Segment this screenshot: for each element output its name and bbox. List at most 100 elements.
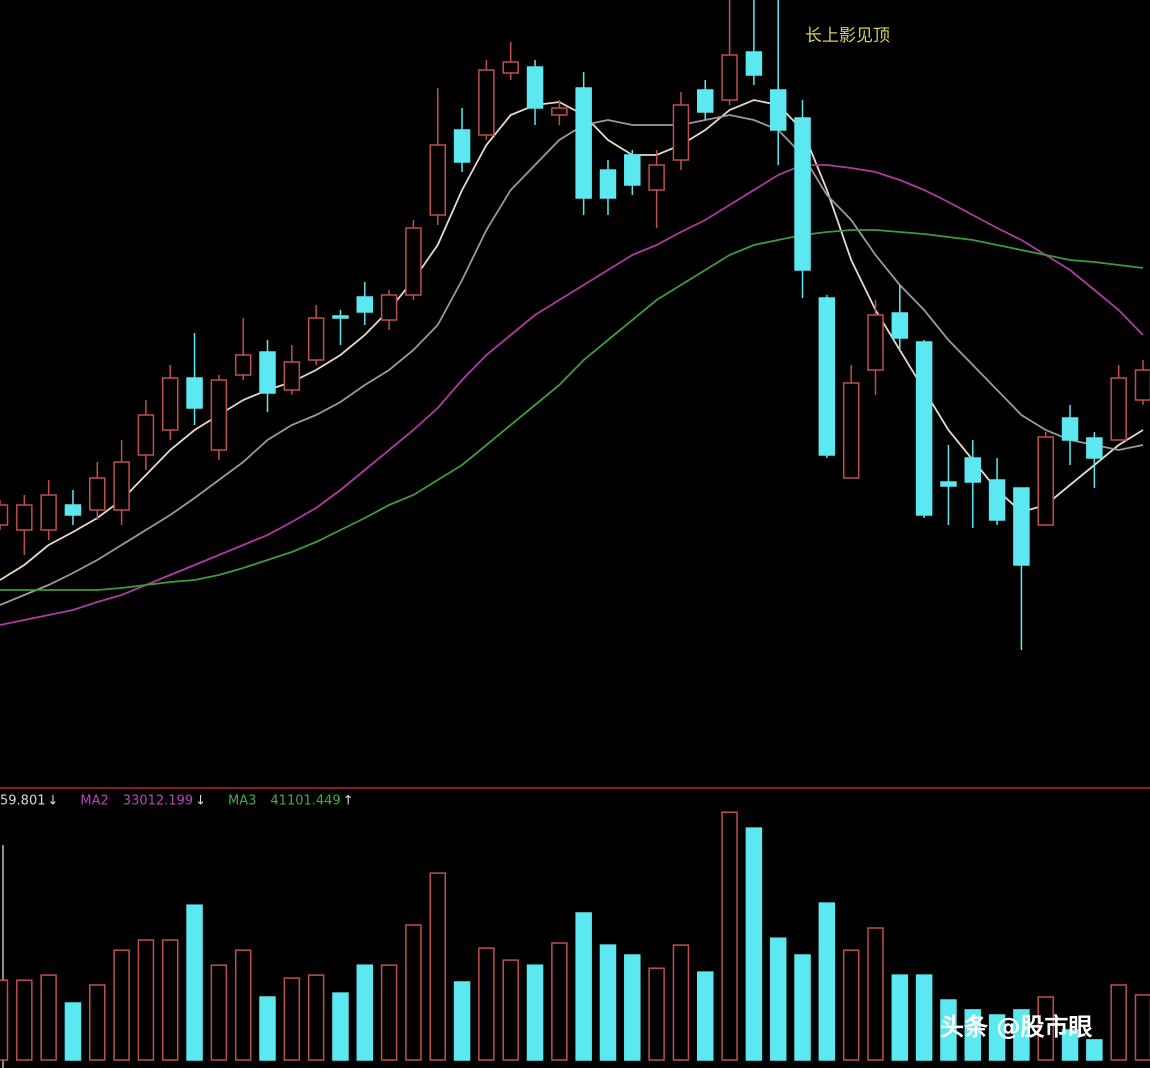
legend-value: 33012.199 bbox=[123, 794, 193, 809]
candle bbox=[964, 440, 982, 528]
volume-bar bbox=[89, 984, 106, 1061]
legend-arrow: ↓ bbox=[195, 794, 206, 809]
candle bbox=[307, 305, 325, 365]
volume-bar bbox=[210, 964, 228, 1061]
candle-body bbox=[332, 315, 349, 319]
candle bbox=[988, 458, 1006, 525]
candle-body bbox=[745, 51, 763, 76]
volume-bar bbox=[648, 967, 665, 1061]
volume-bar bbox=[0, 979, 9, 1061]
ma-line bbox=[0, 229, 1144, 591]
volume-bar bbox=[891, 974, 909, 1061]
candle-body bbox=[356, 296, 374, 313]
candle bbox=[624, 150, 641, 195]
candle bbox=[818, 295, 836, 458]
candle bbox=[599, 160, 617, 215]
candle-body bbox=[1013, 487, 1030, 566]
candle bbox=[575, 72, 592, 215]
candle bbox=[186, 333, 203, 425]
candle bbox=[16, 495, 33, 555]
candle-body bbox=[1134, 369, 1150, 401]
candle-body bbox=[210, 379, 228, 451]
candle bbox=[891, 285, 909, 350]
candle bbox=[453, 108, 471, 172]
candle bbox=[526, 60, 544, 125]
candle-body bbox=[769, 89, 787, 131]
candle bbox=[113, 440, 130, 525]
volume-bar bbox=[356, 964, 374, 1061]
volume-bar bbox=[624, 954, 641, 1061]
volume-bar bbox=[1110, 984, 1127, 1061]
candle-body bbox=[1037, 436, 1054, 526]
candle bbox=[1037, 432, 1054, 526]
candle bbox=[89, 462, 106, 520]
candle-body bbox=[405, 227, 422, 296]
volume-bar bbox=[697, 971, 714, 1061]
volume-bar bbox=[551, 942, 568, 1061]
ma-line bbox=[0, 99, 1144, 581]
candle-body bbox=[964, 457, 982, 483]
candle-body bbox=[721, 54, 738, 101]
candle-body bbox=[599, 169, 617, 199]
volume-bar bbox=[526, 964, 544, 1061]
legend-label: MA3 bbox=[228, 794, 256, 809]
candle bbox=[137, 400, 155, 470]
volume-bar bbox=[405, 924, 422, 1061]
candle bbox=[697, 80, 714, 120]
candle bbox=[40, 480, 57, 540]
candle bbox=[380, 290, 398, 330]
candle bbox=[1134, 360, 1150, 405]
candle bbox=[161, 365, 179, 440]
volume-bar bbox=[429, 872, 446, 1061]
volume-bar bbox=[502, 959, 519, 1061]
ma-line bbox=[0, 114, 1144, 606]
candle-body bbox=[818, 297, 836, 456]
candle-body bbox=[988, 479, 1006, 521]
candle-body bbox=[161, 377, 179, 431]
candle-body bbox=[16, 504, 33, 531]
watermark: 头条 @股市眼 bbox=[940, 1013, 1092, 1041]
candle-body bbox=[137, 414, 155, 456]
candle-body bbox=[40, 494, 57, 531]
volume-bar bbox=[259, 996, 276, 1061]
candle-body bbox=[307, 317, 325, 361]
candle bbox=[867, 300, 884, 395]
volume-bar bbox=[575, 912, 592, 1061]
legend-value: 59.801 bbox=[0, 794, 46, 809]
volume-bar bbox=[283, 977, 301, 1061]
candle bbox=[283, 345, 301, 395]
candle-body bbox=[113, 461, 130, 511]
candle-body bbox=[283, 361, 301, 391]
volume-bar bbox=[988, 1014, 1006, 1061]
candle-body bbox=[794, 117, 811, 271]
volume-bar bbox=[1061, 1029, 1079, 1061]
volume-bar bbox=[672, 944, 690, 1061]
candle-body bbox=[867, 314, 884, 371]
volume-bar bbox=[137, 939, 155, 1061]
candle-body bbox=[429, 144, 446, 216]
candle bbox=[1110, 365, 1127, 441]
legend-arrow: ↑ bbox=[343, 794, 354, 809]
candle bbox=[234, 318, 252, 380]
volume-bar bbox=[940, 999, 957, 1061]
volume-bar bbox=[867, 927, 884, 1061]
candle-body bbox=[64, 504, 82, 516]
volume-bar bbox=[818, 902, 836, 1061]
candle-body bbox=[697, 89, 714, 113]
candle bbox=[940, 445, 957, 525]
candle-body bbox=[1110, 377, 1127, 441]
volume-bar bbox=[234, 949, 252, 1061]
candle-body bbox=[234, 354, 252, 376]
volume-bar bbox=[1037, 996, 1054, 1061]
candle bbox=[648, 150, 665, 228]
candle-body bbox=[551, 107, 568, 116]
volume-bar bbox=[1013, 1009, 1030, 1061]
candle-body bbox=[915, 341, 933, 516]
candle-body bbox=[380, 294, 398, 321]
candle-body bbox=[259, 351, 276, 394]
volume-bar bbox=[307, 974, 325, 1061]
candle bbox=[672, 92, 690, 170]
candle bbox=[0, 500, 9, 530]
